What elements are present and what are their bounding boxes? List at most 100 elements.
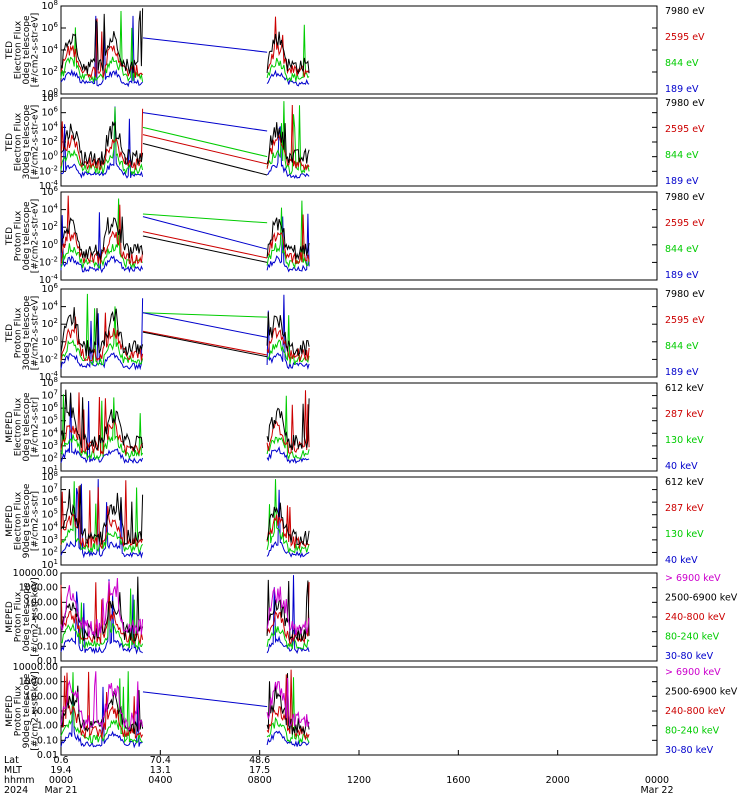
- ytick-label: 0.10: [37, 735, 58, 746]
- ylabel-line: 0deg telescope: [22, 15, 32, 85]
- ytick-base: 10: [41, 472, 53, 483]
- xtick-hhmm: 0400: [148, 775, 172, 786]
- ytick-label: 10.00: [31, 706, 58, 717]
- ytick-base: 100.00: [25, 597, 58, 608]
- ytick-label: 106: [41, 21, 58, 34]
- ytick-exponent: 6: [54, 21, 59, 29]
- ylabel-line: [#/cm2-s-str-keV]: [31, 671, 41, 750]
- ytick-label: 10.00: [31, 612, 58, 623]
- ytick-base: 0.10: [37, 641, 58, 652]
- panel-7: 0.01 0.10 1.00 10.00 100.00 1000.00 10000.00 ME…: [5, 568, 738, 667]
- ytick-label: 101: [41, 558, 58, 571]
- ytick-exponent: 1: [54, 464, 58, 472]
- ytick-exponent: 0: [54, 335, 58, 343]
- series-trace: [60, 575, 310, 655]
- ytick-base: 10: [41, 535, 53, 546]
- gap-line: [142, 213, 268, 224]
- ytick-base: 10: [39, 275, 51, 286]
- legend-entry: 40 keV: [665, 555, 698, 566]
- ytick-base: 10: [41, 302, 53, 313]
- ytick-exponent: 6: [54, 495, 59, 503]
- legend-entry: 189 eV: [665, 270, 699, 281]
- ytick-base: 10: [41, 240, 53, 251]
- series-trace: [60, 389, 310, 453]
- ytick-base: 10: [41, 89, 53, 100]
- gap-line: [142, 331, 268, 358]
- ytick-label: 106: [41, 495, 58, 508]
- legend-entry: 612 keV: [665, 383, 704, 394]
- ytick-label: 100: [41, 150, 58, 163]
- xtick-hhmm: 2000: [546, 775, 570, 786]
- legend-entry: 40 keV: [665, 461, 698, 472]
- ytick-exponent: 2: [54, 65, 58, 73]
- gap-line: [142, 312, 268, 338]
- ytick-label: 0.10: [37, 641, 58, 652]
- gap-line: [142, 142, 268, 176]
- series-trace: [60, 293, 310, 367]
- legend-entry: 30-80 keV: [665, 651, 714, 662]
- ytick-label: 106: [41, 106, 58, 119]
- series-trace: [60, 686, 310, 749]
- ytick-label: 10-4: [39, 273, 59, 286]
- ytick-label: 100.00: [25, 597, 58, 608]
- legend-entry: 7980 eV: [665, 289, 705, 300]
- panel-frame: [60, 382, 658, 472]
- ytick-label: 104: [41, 120, 58, 133]
- ytick-exponent: 3: [54, 533, 58, 541]
- ytick-base: 10: [41, 453, 53, 464]
- ytick-exponent: 2: [54, 220, 58, 228]
- ytick-exponent: 4: [54, 520, 59, 528]
- ytick-base: 10: [41, 403, 53, 414]
- xtick-hhmm: 1600: [446, 775, 470, 786]
- axis-row-label: MLT: [4, 765, 22, 776]
- ylabel-line: Electron Flux: [14, 397, 24, 456]
- ytick-exponent: 0: [54, 150, 58, 158]
- legend-entry: 844 eV: [665, 244, 699, 255]
- ytick-base: 10: [41, 205, 53, 216]
- series-trace: [60, 671, 310, 731]
- ytick-base: 10000.00: [13, 662, 58, 673]
- series-trace: [60, 582, 310, 646]
- xtick-hhmm: 1200: [347, 775, 371, 786]
- series-trace: [60, 577, 310, 637]
- ytick-label: 104: [41, 426, 58, 439]
- panel-frame: [60, 476, 658, 566]
- ytick-base: 10: [41, 45, 53, 56]
- ylabel-line: 0deg telescope: [22, 582, 32, 652]
- ytick-base: 1.00: [37, 627, 58, 638]
- xtick-hhmm: 0000: [645, 775, 669, 786]
- ytick-label: 0.01: [37, 750, 58, 761]
- legend-entry: 2595 eV: [665, 124, 705, 135]
- ytick-base: 10.00: [31, 706, 58, 717]
- ylabel-line: MEPED: [5, 411, 15, 443]
- ytick-exponent: 8: [54, 470, 58, 478]
- ytick-label: 107: [41, 389, 58, 402]
- ytick-base: 10: [41, 441, 53, 452]
- ytick-base: 10: [41, 522, 53, 533]
- ylabel-line: TED: [5, 133, 15, 152]
- legend-entry: 2500-6900 keV: [665, 687, 738, 698]
- ylabel-line: 30deg telescope: [22, 295, 32, 370]
- gap-line: [142, 126, 268, 158]
- legend-entry: 2500-6900 keV: [665, 593, 738, 604]
- ytick-label: 103: [41, 439, 58, 452]
- ytick-base: 10: [41, 122, 53, 133]
- series-trace: [60, 485, 310, 546]
- ytick-base: 10.00: [31, 612, 58, 623]
- ytick-label: 106: [41, 185, 58, 198]
- ylabel-line: 0deg telescope: [22, 201, 32, 271]
- ytick-label: 108: [41, 376, 58, 389]
- ytick-label: 10-2: [39, 352, 58, 365]
- legend-entry: 80-240 keV: [665, 632, 720, 643]
- ytick-label: 1000.00: [19, 677, 58, 688]
- ytick-base: 10: [41, 485, 53, 496]
- ytick-label: 107: [41, 483, 58, 496]
- series-trace: [60, 393, 310, 464]
- ytick-label: 101: [41, 464, 58, 477]
- ytick-base: 10: [39, 181, 51, 192]
- xtick-mlt: 17.5: [249, 765, 270, 776]
